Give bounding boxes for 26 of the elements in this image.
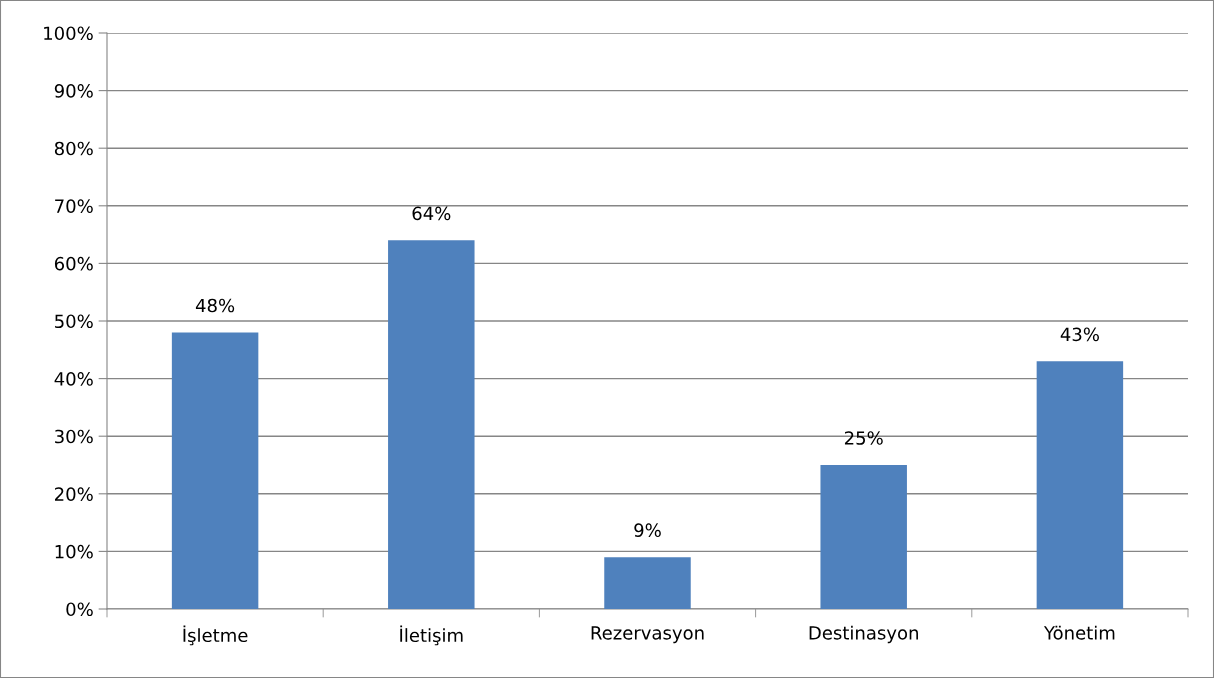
y-tick-label: 30% [55, 429, 93, 444]
y-tick-label: 100% [44, 26, 93, 41]
data-label: 9% [634, 523, 661, 537]
y-tick-label: 60% [54, 256, 93, 271]
x-tick-label: Yönetim [1043, 625, 1115, 640]
bar [388, 240, 475, 609]
y-tick-label: 0% [66, 602, 93, 617]
x-tick-label: Rezervasyon [591, 626, 704, 644]
data-label: 43% [1060, 327, 1099, 342]
y-tick-label: 40% [54, 372, 93, 386]
bar [1036, 361, 1124, 609]
data-label: 25% [844, 431, 883, 445]
y-tick-label: 90% [54, 84, 93, 98]
x-tick-label: Destinasyon [809, 625, 918, 644]
y-tick-label: 80% [54, 141, 93, 156]
y-tick-label: 50% [55, 314, 93, 329]
x-tick-label: İşletme [183, 625, 248, 646]
bar [820, 465, 907, 609]
x-tick-label: İletişim [400, 625, 463, 646]
y-tick-label: 20% [55, 487, 93, 501]
y-tick-label: 70% [55, 199, 93, 213]
bar [171, 332, 259, 609]
bar [604, 557, 691, 609]
y-tick-label: 10% [55, 544, 93, 559]
data-label: 48% [195, 298, 235, 313]
data-label: 64% [412, 206, 451, 221]
